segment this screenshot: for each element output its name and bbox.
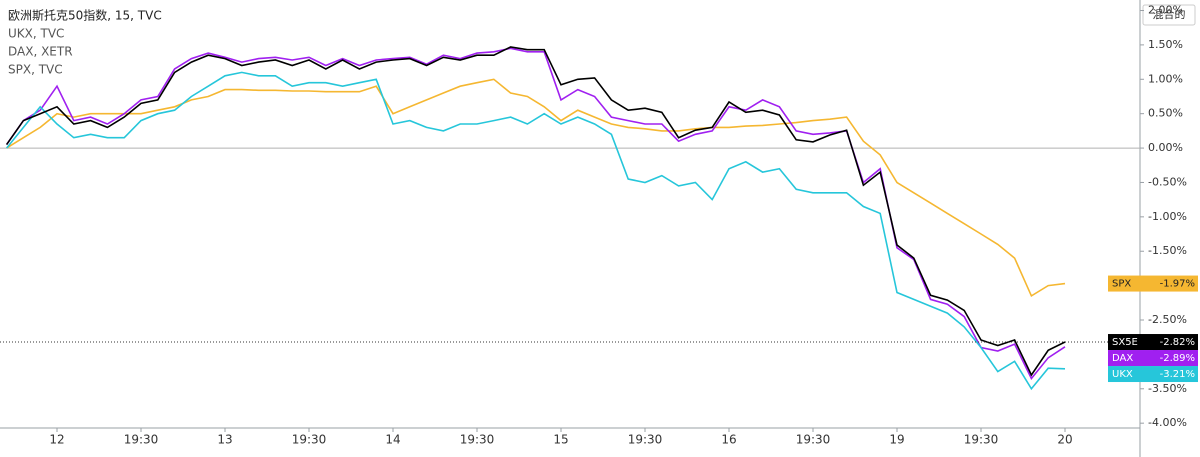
badge-value: -2.89% — [1160, 353, 1195, 364]
x-tick-label: 19:30 — [124, 433, 159, 447]
badge-value: -3.21% — [1160, 369, 1195, 380]
legend-entry: SPX, TVC — [8, 63, 63, 77]
badge-value: -1.97% — [1160, 279, 1195, 290]
y-tick-label: 2.00% — [1148, 4, 1183, 17]
x-tick-label: 19:30 — [796, 433, 831, 447]
y-tick-label: 1.50% — [1148, 38, 1183, 51]
x-tick-label: 19:30 — [292, 433, 327, 447]
price-badge — [1108, 334, 1198, 351]
series-line — [5, 71, 1066, 391]
x-tick-label: 13 — [217, 433, 232, 447]
y-tick-label: -1.50% — [1148, 244, 1187, 257]
x-tick-label: 19:30 — [460, 433, 495, 447]
price-badge — [1108, 350, 1198, 367]
y-tick-label: 0.50% — [1148, 107, 1183, 120]
scale-button-label[interactable]: 混合的 — [1153, 7, 1186, 21]
y-tick-label: 1.00% — [1148, 72, 1183, 85]
x-tick-label: 12 — [49, 433, 64, 447]
legend-entry: UKX, TVC — [8, 27, 64, 41]
y-tick-label: 0.00% — [1148, 141, 1183, 154]
price-badge — [1108, 366, 1198, 383]
price-badge — [1108, 275, 1198, 292]
x-tick-label: 19:30 — [628, 433, 663, 447]
scale-button[interactable] — [1142, 4, 1196, 26]
y-tick-label: -3.50% — [1148, 382, 1187, 395]
y-tick-label: -0.50% — [1148, 175, 1187, 188]
x-tick-label: 20 — [1057, 433, 1072, 447]
badge-value: -2.82% — [1160, 337, 1195, 348]
y-tick-label: -1.00% — [1148, 210, 1187, 223]
series-line — [5, 46, 1066, 377]
y-tick-label: -2.50% — [1148, 313, 1187, 326]
x-tick-label: 19 — [889, 433, 904, 447]
badge-symbol: SPX — [1112, 279, 1131, 290]
badge-symbol: SX5E — [1112, 337, 1138, 348]
x-tick-label: 16 — [721, 433, 736, 447]
x-tick-label: 14 — [385, 433, 400, 447]
y-tick-label: -4.00% — [1148, 416, 1187, 429]
x-tick-label: 15 — [553, 433, 568, 447]
badge-symbol: UKX — [1112, 369, 1133, 380]
x-tick-label: 19:30 — [964, 433, 999, 447]
legend-entry: 欧洲斯托克50指数, 15, TVC — [8, 8, 162, 23]
badge-symbol: DAX — [1112, 353, 1133, 364]
legend-entry: DAX, XETR — [8, 45, 73, 59]
